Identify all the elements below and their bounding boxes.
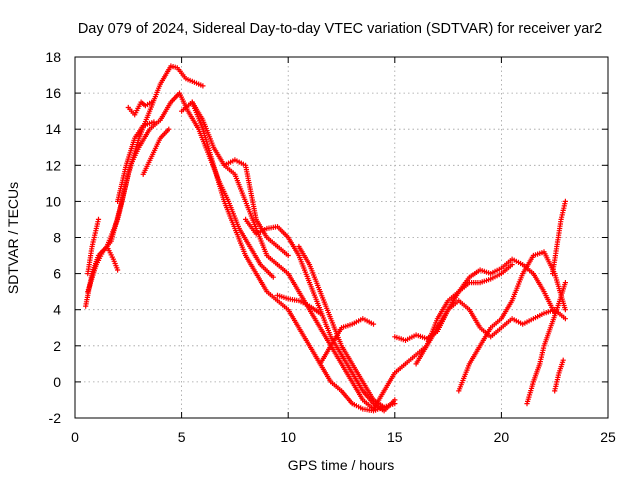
x-tick-label: 10	[280, 429, 296, 445]
x-axis-label: GPS time / hours	[288, 457, 395, 473]
data-point	[95, 216, 102, 222]
x-tick-label: 15	[387, 429, 403, 445]
data-point	[562, 280, 568, 286]
series-pass-4	[140, 126, 172, 177]
data-point	[149, 99, 155, 105]
y-tick-label: -2	[49, 410, 62, 426]
y-tick-label: 0	[53, 374, 61, 390]
data-point	[115, 267, 121, 273]
chart-title: Day 079 of 2024, Sidereal Day-to-day VTE…	[78, 21, 602, 37]
series-pass-17	[413, 262, 515, 367]
y-tick-label: 18	[45, 49, 61, 65]
y-tick-label: 8	[53, 230, 61, 246]
series-pass-2	[85, 90, 276, 295]
y-tick-label: 2	[53, 338, 61, 354]
series-pass-11	[243, 216, 398, 414]
data-point	[166, 126, 172, 132]
series-pass-3	[115, 119, 157, 204]
data-point	[200, 83, 206, 89]
series-pass-21	[552, 357, 566, 394]
data-point	[270, 274, 276, 280]
series-pass-12	[274, 292, 323, 316]
series-pass-14	[317, 316, 377, 367]
y-tick-label: 12	[45, 157, 61, 173]
series-pass-7	[104, 243, 121, 273]
data-point	[562, 198, 568, 204]
data-point	[509, 262, 515, 268]
data-point	[370, 321, 377, 327]
series-pass-20	[550, 198, 568, 277]
data-point	[562, 316, 568, 322]
series-pass-8	[179, 99, 387, 414]
series-pass-1	[83, 63, 206, 309]
data-point	[151, 119, 157, 125]
y-tick-labels: -2 0 2 4 6 8 10 12 14 16 18	[45, 49, 61, 426]
y-tick-label: 14	[45, 121, 61, 137]
x-tick-label: 5	[178, 429, 186, 445]
series-pass-6	[85, 216, 102, 277]
series-pass-10	[221, 157, 291, 259]
series-pass-15	[370, 298, 568, 412]
series-pass-16	[392, 256, 558, 343]
series-pass-5	[125, 99, 155, 118]
data-point	[560, 357, 566, 363]
y-tick-label: 6	[53, 266, 61, 282]
y-tick-label: 4	[53, 302, 61, 318]
series-pass-19	[524, 280, 568, 407]
data-point	[392, 401, 398, 407]
series-pass-13	[296, 243, 398, 410]
x-tick-label: 0	[71, 429, 79, 445]
y-axis-label: SDTVAR / TECUs	[5, 182, 21, 294]
y-tick-label: 16	[45, 85, 61, 101]
x-tick-label: 25	[600, 429, 616, 445]
axis-ticks	[74, 56, 609, 419]
data-point	[562, 307, 568, 313]
data-point	[317, 310, 323, 316]
x-tick-labels: 0 5 10 15 20 25	[71, 429, 616, 445]
data-point	[285, 252, 291, 259]
data-markers	[83, 63, 568, 414]
x-tick-label: 20	[494, 429, 510, 445]
y-tick-label: 10	[45, 193, 61, 209]
